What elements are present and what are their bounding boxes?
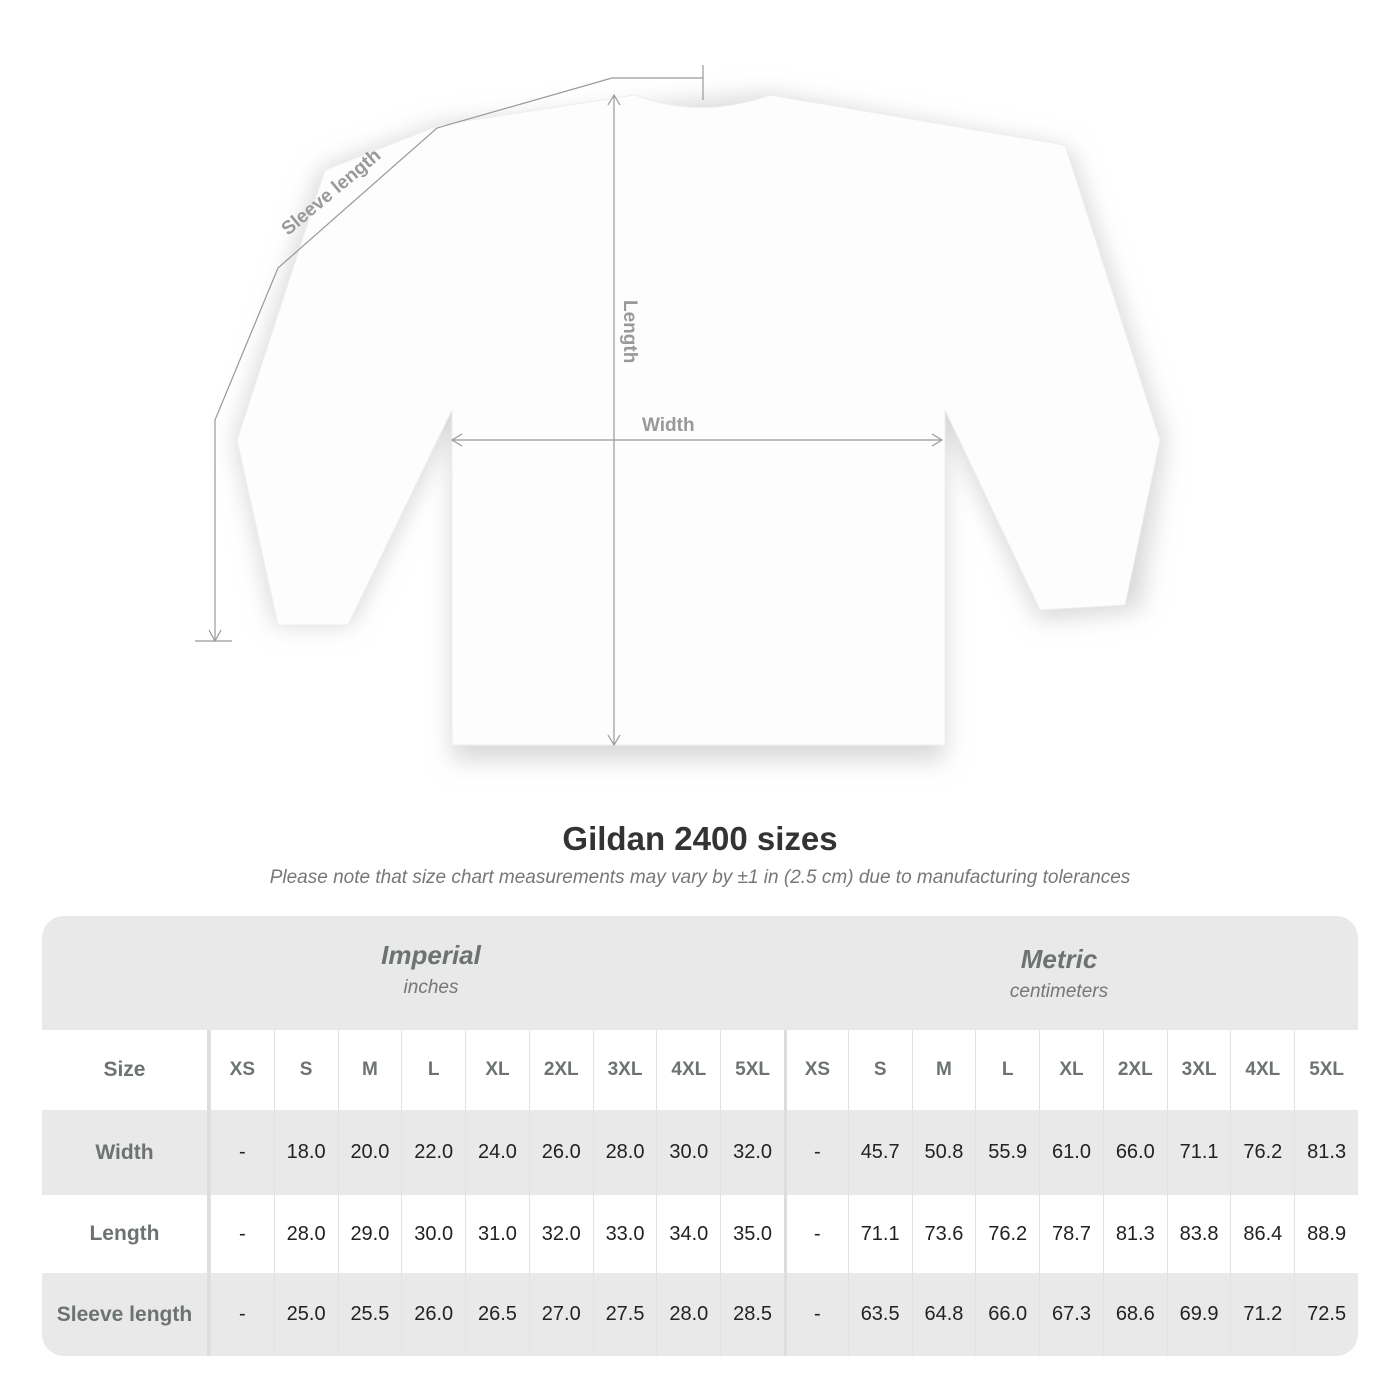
sleeve-measure-line xyxy=(195,65,704,642)
value-cell-imperial: 26.0 xyxy=(401,1273,465,1356)
value-cell-metric: 61.0 xyxy=(1039,1110,1103,1195)
value-cell-imperial: 25.0 xyxy=(273,1273,338,1356)
size-header-metric: XL xyxy=(1039,1030,1103,1110)
value-cell-metric: 76.2 xyxy=(975,1195,1039,1273)
size-header-imperial: L xyxy=(401,1030,465,1110)
shirt-diagram: Sleeve length Length Width xyxy=(195,65,1165,760)
value-cell-metric: 69.9 xyxy=(1166,1273,1231,1356)
size-column-label: Size xyxy=(42,1030,210,1110)
value-cell-imperial: 26.5 xyxy=(465,1273,529,1356)
row-label: Sleeve length xyxy=(42,1273,210,1356)
tolerance-note: Please note that size chart measurements… xyxy=(269,867,1131,888)
value-cell-metric: 88.9 xyxy=(1294,1195,1358,1273)
size-header-imperial: XS xyxy=(209,1030,274,1110)
row-label: Width xyxy=(42,1110,210,1195)
size-header-metric: 2XL xyxy=(1102,1030,1167,1110)
value-cell-imperial: 34.0 xyxy=(656,1195,720,1273)
value-cell-metric: 63.5 xyxy=(847,1273,912,1356)
value-cell-imperial: - xyxy=(209,1195,274,1273)
value-cell-metric: 55.9 xyxy=(975,1110,1039,1195)
value-cell-imperial: 24.0 xyxy=(465,1110,529,1195)
value-cell-imperial: 33.0 xyxy=(592,1195,657,1273)
size-header-imperial: 2XL xyxy=(528,1030,593,1110)
value-cell-metric: 68.6 xyxy=(1102,1273,1167,1356)
size-header-imperial: XL xyxy=(465,1030,529,1110)
value-cell-imperial: 28.0 xyxy=(592,1110,657,1195)
shirt-body xyxy=(236,94,1161,746)
value-cell-imperial: 28.5 xyxy=(720,1273,784,1356)
value-cell-imperial: - xyxy=(209,1110,274,1195)
table-row: Sleeve length -25.0 25.5 26.0 26.5 27.0 27.5 28… xyxy=(42,1273,1358,1356)
value-cell-metric: 71.2 xyxy=(1230,1273,1294,1356)
imperial-header: Imperial inches xyxy=(281,940,581,999)
size-header-metric: 5XL xyxy=(1294,1030,1358,1110)
value-cell-metric: 50.8 xyxy=(911,1110,976,1195)
value-cell-metric: 71.1 xyxy=(1166,1110,1231,1195)
size-header-imperial: S xyxy=(273,1030,338,1110)
value-cell-metric: 66.0 xyxy=(975,1273,1039,1356)
size-header-metric: M xyxy=(911,1030,976,1110)
width-measure-line xyxy=(450,433,944,447)
value-cell-metric: 67.3 xyxy=(1039,1273,1103,1356)
width-label: Width xyxy=(642,415,695,436)
page-title: Gildan 2400 sizes xyxy=(562,820,838,857)
value-cell-metric: 71.1 xyxy=(847,1195,912,1273)
value-cell-imperial: 28.0 xyxy=(656,1273,720,1356)
value-cell-metric: 73.6 xyxy=(911,1195,976,1273)
metric-header: Metric centimeters xyxy=(909,944,1209,1003)
metric-title: Metric xyxy=(1020,944,1098,974)
value-cell-imperial: 32.0 xyxy=(720,1110,784,1195)
metric-unit: centimeters xyxy=(1009,981,1109,1002)
value-cell-imperial: 31.0 xyxy=(465,1195,529,1273)
imperial-unit: inches xyxy=(403,977,459,998)
value-cell-metric: 81.3 xyxy=(1102,1195,1167,1273)
table-row: Width -18.0 20.0 22.0 24.0 26.0 28.0 30.0 32.0-4… xyxy=(42,1110,1358,1195)
value-cell-metric: 81.3 xyxy=(1294,1110,1358,1195)
value-cell-metric: 83.8 xyxy=(1166,1195,1231,1273)
size-header-row: Size XS S M L XL 2XL 3XL 4XL 5XL XS S M L XL 2XL 3XL 4XL 5… xyxy=(42,1030,1358,1110)
length-label: Length xyxy=(619,300,640,363)
value-cell-metric: 86.4 xyxy=(1230,1195,1294,1273)
value-cell-imperial: 29.0 xyxy=(337,1195,402,1273)
value-cell-metric: 78.7 xyxy=(1039,1195,1103,1273)
value-cell-metric: 66.0 xyxy=(1102,1110,1167,1195)
value-cell-metric: 64.8 xyxy=(911,1273,976,1356)
value-cell-imperial: 30.0 xyxy=(656,1110,720,1195)
table-row: Length -28.0 29.0 30.0 31.0 32.0 33.0 34.0 35.0-… xyxy=(42,1195,1358,1273)
imperial-title: Imperial xyxy=(381,940,481,970)
value-cell-imperial: - xyxy=(209,1273,274,1356)
value-cell-imperial: 27.5 xyxy=(592,1273,657,1356)
size-header-imperial: 3XL xyxy=(592,1030,657,1110)
size-table: Imperial inches Metric centimeters Size X… xyxy=(42,916,1358,1356)
length-measure-line xyxy=(607,93,621,747)
value-cell-metric: 72.5 xyxy=(1294,1273,1358,1356)
size-header-metric: XS xyxy=(783,1030,848,1110)
value-cell-imperial: 28.0 xyxy=(273,1195,338,1273)
value-cell-imperial: 35.0 xyxy=(720,1195,784,1273)
table-header-band xyxy=(42,916,1358,1030)
value-cell-metric: 45.7 xyxy=(847,1110,912,1195)
value-cell-imperial: 30.0 xyxy=(401,1195,465,1273)
value-cell-imperial: 20.0 xyxy=(337,1110,402,1195)
value-cell-imperial: 27.0 xyxy=(528,1273,593,1356)
value-cell-imperial: 32.0 xyxy=(528,1195,593,1273)
value-cell-metric: - xyxy=(783,1195,848,1273)
value-cell-imperial: 18.0 xyxy=(273,1110,338,1195)
row-label: Length xyxy=(42,1195,210,1273)
size-header-imperial: 4XL xyxy=(656,1030,720,1110)
value-cell-metric: - xyxy=(783,1110,848,1195)
size-header-metric: 3XL xyxy=(1166,1030,1231,1110)
value-cell-imperial: 22.0 xyxy=(401,1110,465,1195)
value-cell-imperial: 25.5 xyxy=(337,1273,402,1356)
value-cell-metric: - xyxy=(783,1273,848,1356)
size-header-metric: S xyxy=(847,1030,912,1110)
size-header-imperial: M xyxy=(337,1030,402,1110)
value-cell-metric: 76.2 xyxy=(1230,1110,1294,1195)
size-header-imperial: 5XL xyxy=(720,1030,784,1110)
size-header-metric: 4XL xyxy=(1230,1030,1294,1110)
value-cell-imperial: 26.0 xyxy=(528,1110,593,1195)
size-header-metric: L xyxy=(975,1030,1039,1110)
